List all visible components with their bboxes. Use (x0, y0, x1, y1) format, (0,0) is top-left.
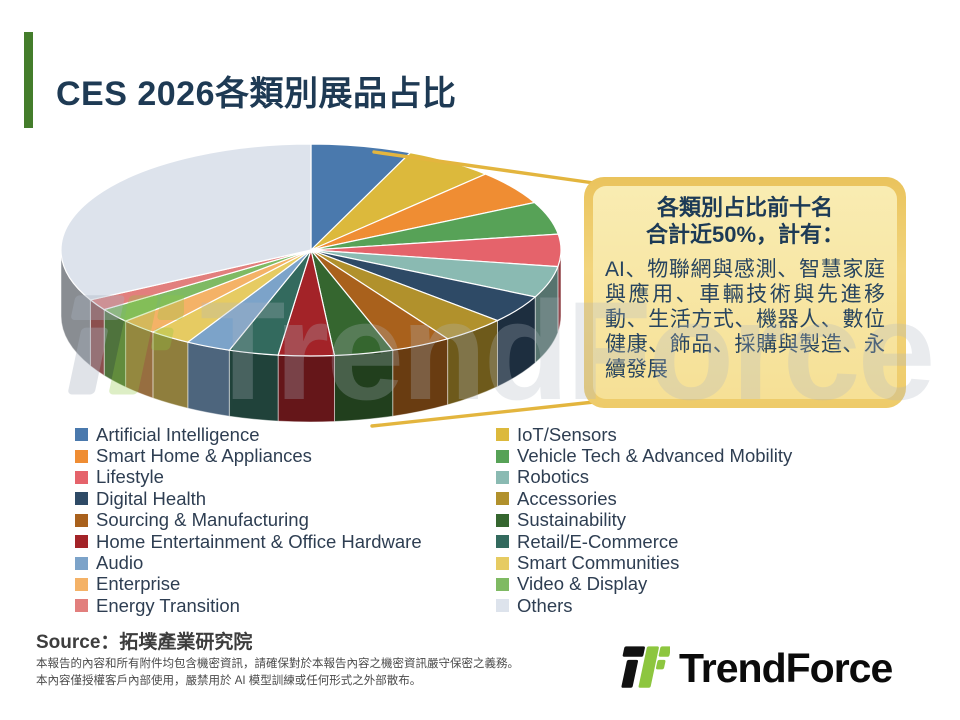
legend-label: Video & Display (517, 573, 648, 595)
pie-slice-side-sustainability (334, 349, 394, 423)
callout-box: 各類別占比前十名 合計近50%，計有： AI、物聯網與感測、智慧家庭與應用、車輛… (584, 177, 906, 408)
callout-heading-line2: 合計近50%，計有： (645, 222, 845, 247)
legend-label: Smart Home & Appliances (96, 445, 312, 467)
legend-label: Enterprise (96, 573, 181, 595)
legend-item-artificial-intelligence: Artificial Intelligence (75, 424, 422, 445)
legend-item-smart-communities: Smart Communities (496, 552, 792, 573)
legend-label: Robotics (517, 466, 589, 488)
disclaimer: 本報告的內容和所有附件均包含機密資訊，請確保對於本報告內容之機密資訊嚴守保密之義… (36, 656, 519, 689)
legend-swatch (496, 556, 509, 570)
legend-swatch (75, 428, 88, 442)
legend-item-iot-sensors: IoT/Sensors (496, 424, 792, 445)
callout-heading-line1: 各類別占比前十名 (656, 195, 833, 220)
legend-label: Vehicle Tech & Advanced Mobility (517, 445, 793, 467)
callout-inner-panel: 各類別占比前十名 合計近50%，計有： AI、物聯網與感測、智慧家庭與應用、車輛… (593, 186, 897, 399)
legend-item-robotics: Robotics (496, 466, 792, 488)
legend-item-digital-health: Digital Health (75, 488, 422, 509)
legend-swatch (496, 577, 509, 591)
pie-slice-others (60, 143, 312, 301)
legend-item-others: Others (496, 595, 792, 616)
pie-slice-side-audio (187, 341, 230, 417)
legend-item-sourcing-manufacturing: Sourcing & Manufacturing (75, 509, 422, 531)
legend-swatch (496, 428, 509, 442)
legend-label: Energy Transition (96, 594, 240, 616)
legend-item-smart-home-appliances: Smart Home & Appliances (75, 445, 422, 466)
legend-item-video-display: Video & Display (496, 573, 792, 595)
callout-heading: 各類別占比前十名 合計近50%，計有： (605, 194, 885, 248)
pie-slice-side-smart-communities (152, 331, 189, 409)
source-line: Source：拓墣產業研究院 (36, 632, 253, 653)
legend-swatch (496, 470, 509, 484)
legend-column-left: Artificial Intelligence Smart Home & Appl… (75, 424, 422, 617)
legend-swatch (75, 492, 88, 506)
callout-leader-line-bottom (370, 400, 596, 428)
legend-label: Sustainability (517, 509, 627, 531)
legend-item-home-entertainment-office-hardware: Home Entertainment & Office Hardware (75, 531, 422, 552)
legend-label: Home Entertainment & Office Hardware (96, 530, 422, 552)
legend-label: Others (517, 594, 573, 616)
legend-swatch (496, 599, 509, 613)
legend-swatch (496, 449, 509, 463)
trendforce-logo-mark-icon (621, 646, 670, 688)
legend-label: IoT/Sensors (517, 423, 617, 445)
pie-slice-side-retail-e-commerce (228, 349, 279, 422)
legend-column-right: IoT/Sensors Vehicle Tech & Advanced Mobil… (496, 424, 792, 617)
title-accent-bar (24, 32, 33, 128)
legend-item-vehicle-tech-advanced-mobility: Vehicle Tech & Advanced Mobility (496, 445, 792, 466)
pie-slice-side-enterprise (125, 320, 154, 399)
legend-label: Artificial Intelligence (96, 423, 260, 445)
legend-item-enterprise: Enterprise (75, 573, 422, 595)
legend-swatch (75, 556, 88, 570)
legend-label: Smart Communities (517, 552, 680, 574)
disclaimer-line1: 本報告的內容和所有附件均包含機密資訊，請確保對於本報告內容之機密資訊嚴守保密之義… (36, 658, 519, 670)
legend-label: Sourcing & Manufacturing (96, 509, 309, 531)
disclaimer-line2: 本內容僅授權客戶內部使用，嚴禁用於 AI 模型訓練或任何形式之外部散布。 (36, 674, 422, 687)
trendforce-logo-text: TrendForce (679, 644, 893, 691)
legend-item-lifestyle: Lifestyle (75, 466, 422, 488)
legend-swatch (75, 599, 88, 613)
legend-swatch (75, 470, 88, 484)
legend-swatch (75, 513, 88, 527)
legend-item-retail-e-commerce: Retail/E-Commerce (496, 531, 792, 552)
callout-leader-line-top (372, 150, 596, 185)
legend-label: Digital Health (96, 487, 207, 509)
legend-label: Audio (96, 552, 144, 574)
pie-slices-group (60, 143, 562, 423)
legend-item-sustainability: Sustainability (496, 509, 792, 531)
legend-swatch (496, 492, 509, 506)
pie-slice-side-energy-transition (89, 298, 105, 377)
pie-slice-side-home-entertainment-office-hardware (277, 354, 335, 423)
legend-swatch (75, 449, 88, 463)
legend-item-audio: Audio (75, 552, 422, 573)
legend-swatch (496, 513, 509, 527)
pie-slice-side-sourcing-manufacturing (392, 338, 449, 417)
legend-swatch (75, 577, 88, 591)
callout-body-text: AI、物聯網與感測、智慧家庭與應用、車輛技術與先進移動、生活方式、機器人、數位健… (605, 258, 885, 381)
pie-slice-side-video-display (103, 308, 127, 388)
legend-swatch (496, 535, 509, 549)
trendforce-logo: TrendForce (612, 641, 893, 695)
legend-item-accessories: Accessories (496, 488, 792, 509)
legend-swatch (75, 535, 88, 549)
legend-label: Lifestyle (96, 466, 164, 488)
legend-label: Accessories (517, 487, 617, 509)
legend-label: Retail/E-Commerce (517, 530, 679, 552)
page-title: CES 2026各類別展品占比 (56, 75, 457, 113)
legend-item-energy-transition: Energy Transition (75, 595, 422, 616)
